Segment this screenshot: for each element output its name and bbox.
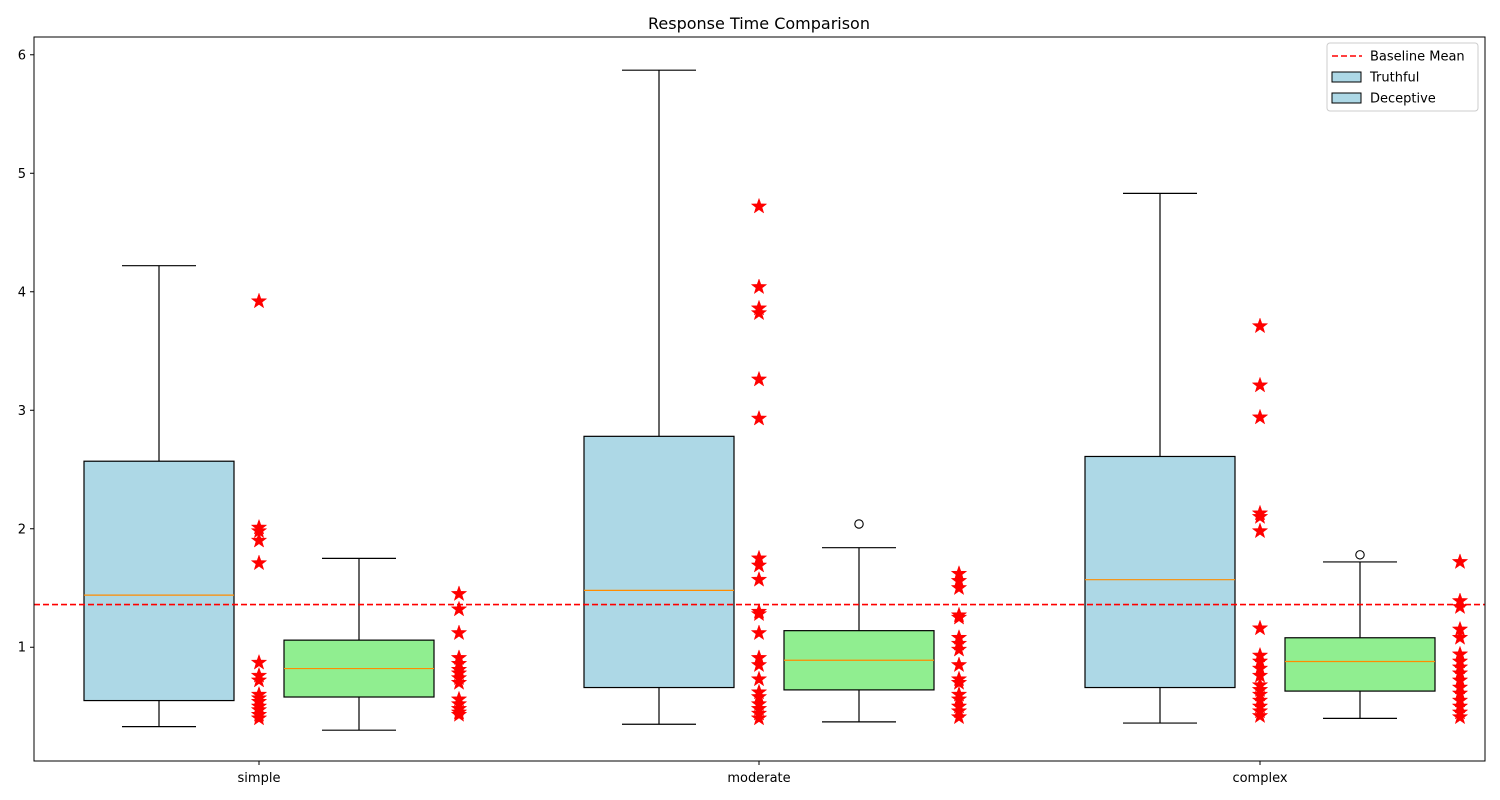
simple-truthful-star-point <box>250 531 268 548</box>
moderate-truthful-star-point <box>750 709 768 726</box>
moderate-truthful-box <box>583 69 735 725</box>
y-tick-label: 5 <box>18 167 26 182</box>
x-tick-label: moderate <box>727 771 790 786</box>
simple-truthful-box <box>83 265 235 728</box>
legend-item: Deceptive <box>1331 92 1436 107</box>
simple-truthful-star-point <box>250 554 268 571</box>
moderate-deceptive-box <box>783 519 935 723</box>
complex-truthful-star-point <box>1251 317 1269 334</box>
complex-deceptive-star-point <box>1451 629 1469 645</box>
legend-label: Truthful <box>1369 71 1419 86</box>
moderate-deceptive-outlier-point <box>854 519 864 529</box>
legend-label: Baseline Mean <box>1370 50 1465 65</box>
complex-truthful-iqr-rect <box>1084 455 1236 689</box>
simple-truthful-iqr-rect <box>83 460 235 702</box>
simple-truthful-star-point <box>250 292 268 309</box>
moderate-truthful-star-point <box>750 624 768 641</box>
legend: Baseline Mean Truthful Deceptive <box>1326 42 1479 112</box>
simple-truthful-stars <box>250 292 268 726</box>
moderate-truthful-iqr-rect <box>583 435 735 689</box>
moderate-truthful-star-point <box>750 197 768 214</box>
chart-title: Response Time Comparison <box>648 14 870 33</box>
plot-area <box>34 69 1485 731</box>
complex-truthful-stars <box>1251 317 1269 724</box>
complex-truthful-star-point <box>1251 408 1269 425</box>
moderate-truthful-star-point <box>750 409 768 426</box>
moderate-truthful-star-point <box>750 370 768 387</box>
complex-truthful-star-point <box>1251 707 1269 724</box>
legend-label: Deceptive <box>1370 92 1436 107</box>
moderate-truthful-star-point <box>750 556 768 573</box>
y-tick-label: 2 <box>18 522 26 537</box>
legend-swatch-patch <box>1331 71 1362 83</box>
legend-frame <box>1326 42 1479 112</box>
y-tick-label: 3 <box>18 404 26 419</box>
moderate-truthful-star-point <box>750 278 768 295</box>
x-tick-label: complex <box>1232 771 1287 786</box>
moderate-deceptive-star-point <box>950 608 968 625</box>
simple-deceptive-star-point <box>450 706 468 722</box>
complex-truthful-star-point <box>1251 619 1269 636</box>
complex-deceptive-star-point <box>1451 553 1469 570</box>
simple-deceptive-box <box>283 557 435 731</box>
moderate-deceptive-stars <box>950 565 968 725</box>
moderate-deceptive-star-point <box>950 708 968 725</box>
moderate-truthful-star-point <box>750 670 768 687</box>
simple-deceptive-star-point <box>450 585 468 602</box>
moderate-truthful-stars <box>750 197 768 726</box>
complex-deceptive-outlier-point <box>1355 550 1365 560</box>
complex-truthful-star-point <box>1251 522 1269 539</box>
axes: 1 2 3 4 5 6 simple moderate complex <box>18 36 1486 786</box>
complex-truthful-box <box>1084 192 1236 724</box>
moderate-deceptive-star-point <box>950 640 968 657</box>
simple-truthful-star-point <box>250 671 268 688</box>
complex-deceptive-stars <box>1451 553 1469 725</box>
legend-item: Baseline Mean <box>1332 50 1465 65</box>
moderate-truthful-star-point <box>750 605 768 622</box>
y-tick-label: 4 <box>18 285 26 300</box>
complex-deceptive-iqr-rect <box>1284 637 1436 692</box>
complex-deceptive-star-point <box>1451 708 1469 725</box>
simple-deceptive-star-point <box>450 674 468 690</box>
simple-deceptive-star-point <box>450 600 468 617</box>
complex-truthful-star-point <box>1251 376 1269 393</box>
moderate-deceptive-star-point <box>950 579 968 596</box>
moderate-truthful-star-point <box>750 304 768 321</box>
simple-truthful-star-point <box>250 709 268 726</box>
moderate-deceptive-star-point <box>950 656 968 673</box>
simple-deceptive-star-point <box>450 624 468 641</box>
legend-swatch-patch <box>1331 92 1362 104</box>
complex-deceptive-star-point <box>1451 598 1469 615</box>
simple-deceptive-stars <box>450 585 468 722</box>
legend-item: Truthful <box>1331 71 1419 86</box>
complex-deceptive-box <box>1284 550 1436 719</box>
y-tick-label: 1 <box>18 641 26 656</box>
simple-truthful-star-point <box>250 653 268 670</box>
moderate-truthful-star-point <box>750 570 768 587</box>
moderate-truthful-star-point <box>750 656 768 673</box>
y-tick-label: 6 <box>18 48 26 63</box>
complex-truthful-star-point <box>1251 508 1269 524</box>
x-tick-label: simple <box>238 771 281 786</box>
